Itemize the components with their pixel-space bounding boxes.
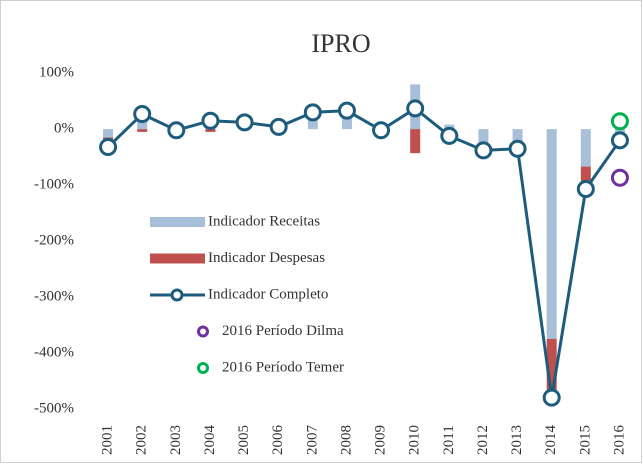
x-tick-label: 2008 bbox=[338, 425, 354, 455]
x-tick-label: 2013 bbox=[509, 425, 525, 455]
y-tick-label: 0% bbox=[54, 121, 74, 137]
line-marker bbox=[303, 103, 322, 122]
line-marker bbox=[576, 179, 595, 198]
bar bbox=[478, 129, 489, 149]
bar bbox=[580, 166, 591, 189]
x-tick-label: 2002 bbox=[134, 425, 150, 455]
legend-swatch bbox=[150, 217, 205, 227]
bar bbox=[103, 129, 114, 138]
legend-swatch bbox=[170, 288, 184, 302]
legend-swatch bbox=[150, 253, 205, 264]
x-tick-label: 2003 bbox=[168, 425, 184, 455]
line-marker bbox=[508, 139, 527, 158]
legend-label: 2016 Período Temer bbox=[222, 359, 344, 375]
legend-label: 2016 Período Dilma bbox=[222, 323, 344, 339]
line-marker bbox=[133, 105, 152, 124]
x-tick-label: 2011 bbox=[441, 425, 457, 454]
bar bbox=[341, 112, 352, 130]
bar bbox=[205, 129, 216, 132]
bar bbox=[410, 129, 421, 154]
point-marker bbox=[610, 112, 629, 131]
x-tick-label: 2007 bbox=[304, 425, 320, 456]
y-tick-label: -200% bbox=[34, 232, 74, 248]
legend-label: Indicador Despesas bbox=[208, 250, 325, 266]
x-tick-label: 2004 bbox=[202, 425, 218, 456]
bar bbox=[137, 117, 148, 130]
x-tick-label: 2010 bbox=[407, 425, 423, 455]
x-tick-label: 2012 bbox=[475, 425, 491, 455]
x-tick-label: 2009 bbox=[373, 425, 389, 455]
point-marker bbox=[610, 168, 629, 187]
y-tick-label: 100% bbox=[39, 65, 74, 81]
y-tick-label: -300% bbox=[34, 288, 74, 304]
bar bbox=[580, 129, 591, 167]
line-marker bbox=[201, 111, 220, 130]
bar bbox=[546, 129, 557, 339]
legend-label: Indicador Completo bbox=[208, 286, 328, 302]
legend-swatch bbox=[197, 362, 209, 374]
bar bbox=[137, 129, 148, 132]
x-tick-label: 2006 bbox=[270, 425, 286, 456]
y-tick-label: -100% bbox=[34, 177, 74, 193]
x-tick-label: 2015 bbox=[577, 425, 593, 455]
bar bbox=[546, 338, 557, 398]
line-marker bbox=[99, 138, 118, 157]
line-marker bbox=[167, 121, 186, 140]
x-tick-label: 2005 bbox=[236, 425, 252, 455]
x-tick-label: 2016 bbox=[611, 425, 627, 456]
line bbox=[107, 106, 622, 398]
line-marker bbox=[542, 388, 561, 407]
chart-title: IPRO bbox=[311, 29, 370, 58]
line-marker bbox=[337, 101, 356, 120]
line-marker bbox=[474, 141, 493, 160]
x-tick-label: 2014 bbox=[543, 425, 559, 456]
line-marker bbox=[235, 113, 254, 132]
line-marker bbox=[610, 131, 629, 150]
y-tick-label: -400% bbox=[34, 344, 74, 360]
line-marker bbox=[372, 121, 391, 140]
line-marker bbox=[269, 117, 288, 136]
line-marker bbox=[440, 126, 459, 145]
line-marker bbox=[406, 99, 425, 118]
legend-label: Indicador Receitas bbox=[208, 213, 320, 229]
x-tick-label: 2001 bbox=[100, 425, 116, 455]
legend-swatch bbox=[197, 325, 209, 338]
bar bbox=[512, 129, 523, 146]
y-tick-label: -500% bbox=[34, 400, 74, 416]
